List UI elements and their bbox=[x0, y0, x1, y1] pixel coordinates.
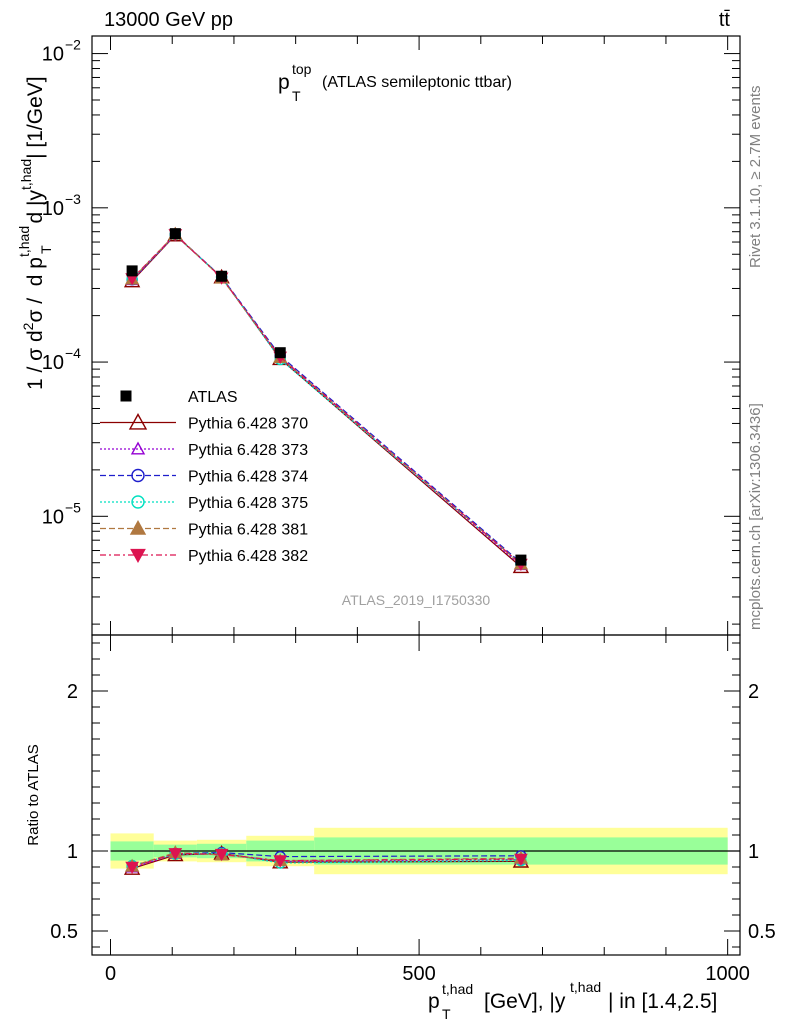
plot-title: p bbox=[278, 71, 290, 94]
ratio-y-label: Ratio to ATLAS bbox=[25, 744, 42, 845]
atlas-data-point bbox=[515, 554, 527, 566]
main-y-tick-label: 10 bbox=[42, 44, 64, 66]
legend-marker-p374 bbox=[131, 468, 145, 483]
x-axis-label: p t,had T [GeV], |y t,had | in [1.4,2.5] bbox=[428, 979, 717, 1022]
ratio-y-tick-label: 2 bbox=[67, 681, 78, 703]
main-y-tick-exponent: −4 bbox=[65, 345, 81, 361]
ratio-point-p382 bbox=[125, 861, 139, 875]
main-series bbox=[123, 226, 530, 574]
main-y-tick-exponent: −3 bbox=[65, 191, 81, 207]
atlas-data-point bbox=[126, 265, 138, 277]
analysis-watermark: ATLAS_2019_I1750330 bbox=[342, 592, 491, 608]
x-tick-label: 0 bbox=[105, 963, 116, 985]
ratio-line-p382 bbox=[131, 852, 521, 868]
legend: ATLAS Pythia 6.428 370 Pythia 6.428 373 Pyt… bbox=[100, 389, 308, 565]
legend-marker-p375 bbox=[131, 495, 145, 509]
legend-marker-p370 bbox=[128, 413, 148, 430]
ratio-y-tick-label-right: 0.5 bbox=[748, 921, 776, 943]
legend-marker-p373 bbox=[130, 441, 146, 455]
main-y-tick-label: 10 bbox=[42, 506, 64, 528]
ratio-point-p382 bbox=[514, 853, 528, 867]
legend-marker-atlas bbox=[120, 390, 132, 402]
ratio-axes: 0.5 0.5 1 1 2 2 0 500 1000 bbox=[50, 635, 776, 985]
main-y-label: 1 / σ d2σ / d pt,had T d |yt,had| [1/GeV] bbox=[16, 76, 54, 390]
ratio-uncertainty-bands bbox=[110, 827, 740, 875]
atlas-data-point bbox=[216, 270, 228, 282]
ratio-y-tick-label-right: 1 bbox=[748, 841, 759, 863]
svg-text:p: p bbox=[428, 990, 440, 1013]
plot-title-sup: top bbox=[292, 61, 312, 77]
legend-label-p374: Pythia 6.428 374 bbox=[188, 469, 308, 486]
main-y-tick-exponent: −5 bbox=[65, 499, 81, 515]
ratio-series bbox=[123, 844, 530, 875]
x-tick-label: 1000 bbox=[705, 963, 750, 985]
legend-label-p375: Pythia 6.428 375 bbox=[188, 495, 308, 512]
plot-title-p: p bbox=[278, 71, 290, 94]
svg-text:t,had: t,had bbox=[570, 979, 601, 995]
ratio-y-tick-label: 0.5 bbox=[50, 921, 78, 943]
legend-label-p373: Pythia 6.428 373 bbox=[188, 442, 308, 459]
process-label: tt̄ bbox=[719, 9, 731, 31]
atlas-data-point bbox=[274, 347, 286, 359]
legend-marker-p382 bbox=[130, 548, 146, 564]
mcplots-label: mcplots.cern.ch [arXiv:1306.3436] bbox=[747, 403, 764, 630]
legend-label-p370: Pythia 6.428 370 bbox=[188, 416, 308, 433]
plot-title-sub: T bbox=[292, 88, 301, 104]
svg-text:t,had: t,had bbox=[442, 981, 473, 997]
x-tick-label: 500 bbox=[402, 963, 435, 985]
legend-marker-p381 bbox=[129, 520, 147, 535]
main-axes: 10−210−310−410−5 bbox=[42, 36, 740, 635]
ratio-point-p382 bbox=[214, 848, 229, 862]
ratio-point-p382 bbox=[168, 848, 183, 861]
ratio-point-p382 bbox=[273, 855, 288, 868]
x-axis-label-tail: | in [1.4,2.5] bbox=[608, 990, 717, 1013]
ratio-y-tick-label-right: 2 bbox=[748, 681, 759, 703]
svg-text:T: T bbox=[442, 1006, 451, 1022]
atlas-data-point bbox=[169, 228, 181, 240]
legend-label-p381: Pythia 6.428 381 bbox=[188, 522, 308, 539]
main-y-tick-exponent: −2 bbox=[65, 37, 81, 53]
legend-label-atlas: ATLAS bbox=[188, 389, 238, 406]
main-plot-frame bbox=[91, 35, 741, 636]
energy-label: 13000 GeV pp bbox=[104, 9, 233, 31]
x-axis-label-mid: [GeV], |y bbox=[484, 990, 566, 1013]
ratio-plot-frame bbox=[91, 634, 741, 956]
ratio-y-tick-label: 1 bbox=[67, 841, 78, 863]
rivet-version-label: Rivet 3.1.10, ≥ 2.7M events bbox=[747, 86, 764, 269]
main-y-tick-label: 10 bbox=[42, 352, 64, 374]
legend-label-p382: Pythia 6.428 382 bbox=[188, 548, 308, 565]
main-y-tick-label: 10 bbox=[42, 198, 64, 220]
plot-title-rest: (ATLAS semileptonic ttbar) bbox=[322, 74, 512, 91]
